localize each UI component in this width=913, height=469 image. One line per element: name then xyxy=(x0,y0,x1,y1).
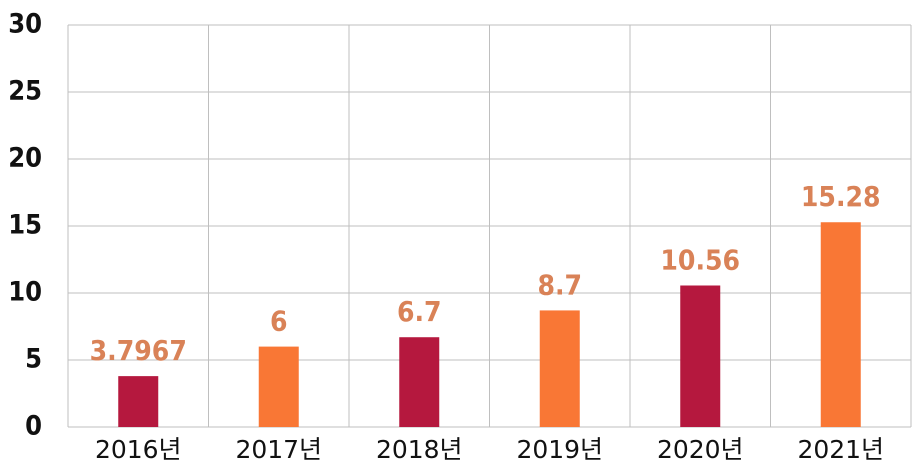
bar xyxy=(118,376,159,427)
bar xyxy=(820,222,861,427)
data-label: 8.7 xyxy=(537,268,582,301)
bar xyxy=(258,346,299,427)
y-tick-label: 25 xyxy=(8,76,42,107)
x-tick-label: 2021년 xyxy=(797,435,884,464)
y-tick-label: 20 xyxy=(8,143,42,174)
y-tick-label: 15 xyxy=(8,210,42,241)
y-tick-label: 0 xyxy=(25,411,42,442)
bar xyxy=(680,285,721,427)
x-tick-label: 2018년 xyxy=(376,435,463,464)
data-label: 6.7 xyxy=(397,295,442,328)
y-tick-label: 10 xyxy=(8,277,42,308)
x-tick-label: 2019년 xyxy=(516,435,603,464)
x-tick-label: 2020년 xyxy=(657,435,744,464)
data-label: 10.56 xyxy=(660,243,740,276)
y-tick-label: 30 xyxy=(8,9,42,40)
x-tick-label: 2017년 xyxy=(235,435,322,464)
data-label: 3.7967 xyxy=(90,334,187,367)
data-label: 6 xyxy=(270,305,288,338)
bar xyxy=(539,310,580,427)
y-tick-label: 5 xyxy=(25,344,42,375)
bar xyxy=(399,337,440,427)
data-label: 15.28 xyxy=(801,180,881,213)
x-tick-label: 2016년 xyxy=(95,435,182,464)
